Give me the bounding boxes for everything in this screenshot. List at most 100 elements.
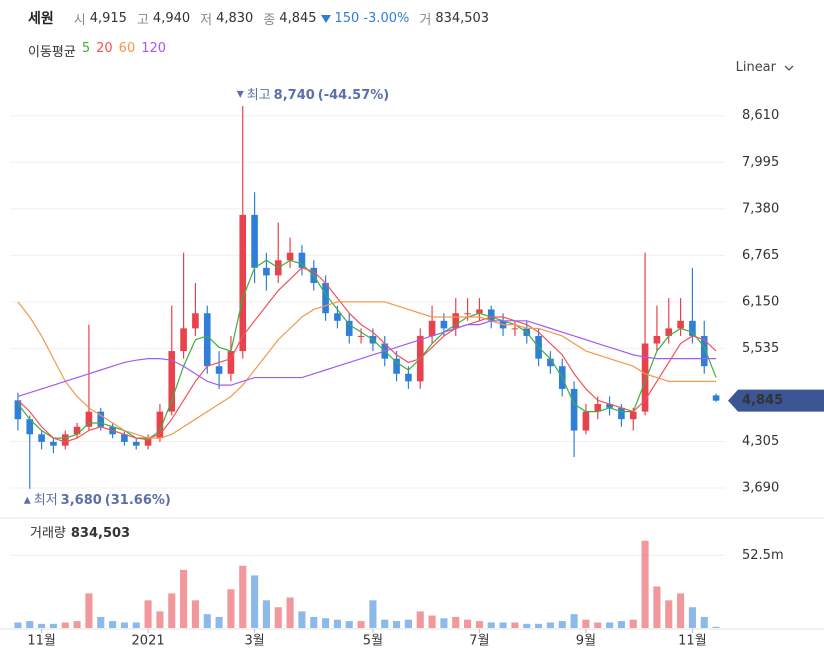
volume-bar [570, 614, 578, 628]
extreme-value: 8,740 [274, 87, 315, 102]
volume-bar [49, 623, 57, 628]
volume-bar [215, 616, 223, 628]
candle-body [618, 407, 625, 420]
candle-body [653, 335, 661, 344]
candle-body [227, 351, 235, 374]
marker-arrow [23, 496, 31, 504]
moving-average-line [17, 259, 717, 441]
y-tick-label: 7,380 [742, 201, 779, 216]
scale-label[interactable]: Linear [735, 60, 776, 75]
candle-body [369, 335, 377, 344]
extreme-value: 3,680 [61, 492, 102, 507]
candle-body [50, 441, 57, 446]
volume-bar [452, 616, 460, 628]
candle-body [215, 366, 223, 374]
extreme-label: 최고 8,740 (-44.57%) [247, 87, 389, 102]
candle-body [523, 328, 531, 336]
x-tick-label: 3월 [244, 634, 264, 649]
candle-body [274, 260, 282, 276]
candle-body [416, 335, 424, 382]
candle-body [700, 335, 708, 367]
x-tick-label: 5월 [363, 634, 383, 649]
volume-bar [168, 593, 176, 628]
high-label: 고 [136, 12, 149, 28]
volume-bar [629, 619, 637, 628]
candle-body [440, 320, 448, 329]
volume-bar [677, 593, 685, 628]
x-tick-label: 2021 [132, 634, 165, 649]
candle-body [286, 252, 294, 261]
candle-body [14, 400, 22, 420]
candle-body [203, 313, 211, 367]
candle-body [594, 404, 602, 412]
volume-bar [345, 621, 353, 628]
volume-bar [523, 623, 531, 628]
marker-arrow [236, 90, 244, 98]
moving-average-line [17, 320, 717, 398]
volume-bar [274, 607, 282, 628]
volume-bar [700, 616, 708, 628]
candle-body [570, 388, 578, 431]
candle-body [322, 282, 329, 314]
moving-average-line [17, 301, 717, 439]
down-arrow [320, 14, 331, 23]
volume-bar [26, 621, 34, 628]
y-tick-label: 8,610 [742, 108, 779, 123]
candle-body [357, 335, 365, 337]
volume-bar [180, 569, 188, 628]
candle-body [239, 214, 247, 352]
candle-body [464, 313, 471, 315]
candle-body [712, 395, 720, 401]
candle-body [26, 419, 34, 435]
y-tick-label: 5,535 [742, 341, 779, 356]
ma-legend-item: 60 [118, 41, 136, 56]
candle-body [109, 426, 116, 435]
x-tick-label: 11월 [27, 634, 56, 649]
open-value: 4,915 [89, 10, 127, 26]
y-tick-label: 7,995 [742, 155, 779, 170]
volume-bar [404, 619, 412, 628]
volume-bar [61, 622, 69, 628]
y-tick-label: 4,305 [742, 434, 779, 449]
volume-bar [203, 614, 211, 628]
candle-body [298, 252, 306, 268]
volume-bar [239, 565, 247, 628]
volume-bar [251, 575, 259, 628]
x-tick-label: 11월 [678, 634, 707, 649]
volume-bar [109, 621, 117, 628]
volume-bar [120, 622, 128, 628]
candle-body [547, 358, 554, 367]
candle-body [38, 434, 45, 442]
volume-bar [286, 597, 294, 628]
candle-body [345, 320, 353, 336]
volume-bar [535, 623, 543, 628]
candle-body [452, 313, 460, 329]
volume-bar [464, 619, 472, 628]
volume-bar [144, 600, 152, 628]
volume-bar [14, 622, 22, 628]
candle-body [476, 309, 483, 314]
volume-bar [73, 621, 81, 628]
candle-body [61, 434, 69, 446]
candle-body [251, 214, 258, 268]
candle-body [180, 328, 187, 352]
candle-body [665, 328, 673, 336]
y-tick-label: 6,765 [742, 248, 779, 263]
change-value: 150 [334, 10, 360, 26]
scale-selector[interactable]: Linear [736, 60, 794, 75]
volume-bar [132, 622, 140, 628]
volume-value: 834,503 [435, 10, 490, 26]
change-percent: -3.00% [363, 10, 410, 26]
candle-body [428, 320, 436, 336]
high-value: 4,940 [152, 10, 191, 26]
volume-bar [617, 621, 625, 628]
candle-body [310, 267, 318, 283]
volume-bar [440, 618, 448, 628]
volume-tick-label: 52.5m [742, 548, 784, 563]
volume-bar [85, 593, 93, 628]
chevron [784, 65, 794, 71]
volume-bar [393, 621, 401, 628]
candle-body [192, 313, 199, 329]
volume-bar [97, 616, 105, 628]
